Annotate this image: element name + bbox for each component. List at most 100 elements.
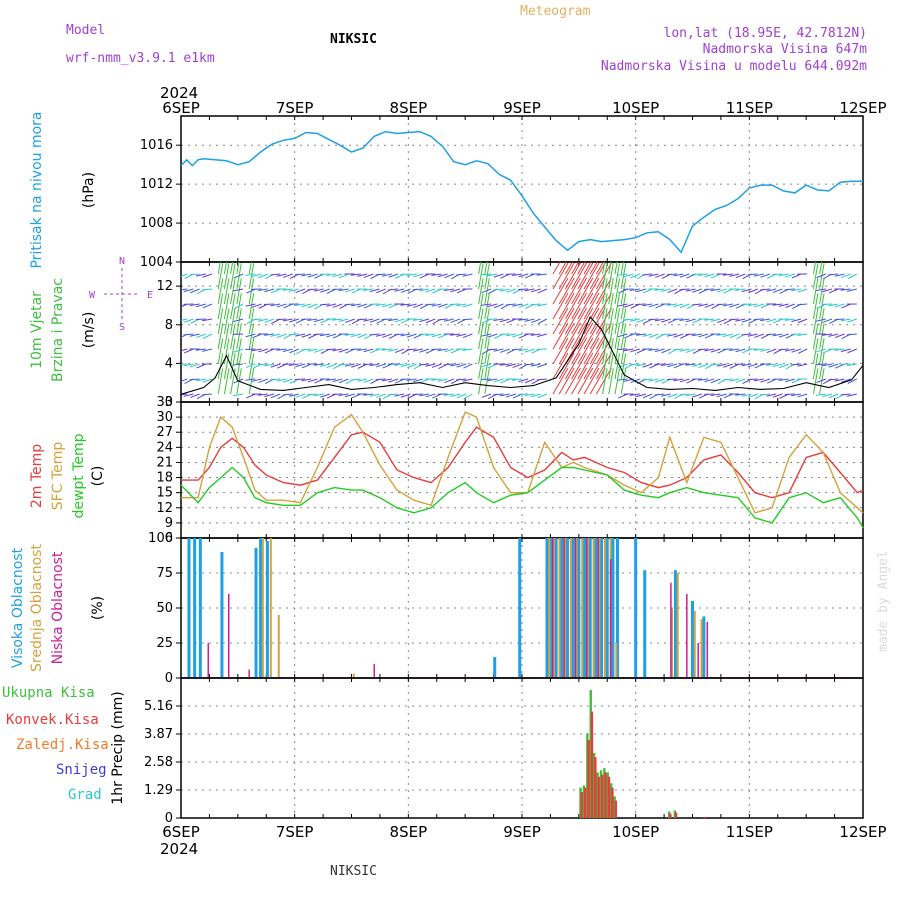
wind-arrow xyxy=(499,393,510,397)
cloud-high-bar xyxy=(673,570,677,678)
wind-arrow xyxy=(257,288,268,292)
wind-arrow xyxy=(778,333,789,338)
wind-arrow xyxy=(618,393,628,399)
wind-arrow xyxy=(350,378,361,381)
wind-arrow xyxy=(230,263,236,290)
wind-arrow xyxy=(834,318,845,321)
wind-arrow xyxy=(558,352,575,380)
wind-arrow xyxy=(419,363,430,366)
wind-arrow xyxy=(387,393,399,396)
wind-arrow xyxy=(642,393,653,399)
wind-arrow xyxy=(456,288,467,294)
wind-arrow xyxy=(577,307,594,335)
wind-arrow xyxy=(716,303,727,306)
wind-arrow xyxy=(620,262,624,275)
wind-arrow xyxy=(449,303,461,306)
cloud-high-bar xyxy=(605,538,609,678)
wind-arrow xyxy=(499,288,510,292)
wind-arrow xyxy=(375,378,386,381)
wind-arrow xyxy=(685,318,696,323)
wind-arrow xyxy=(629,288,640,292)
wind-arrow xyxy=(484,293,490,320)
wind-arrow xyxy=(217,293,224,320)
wind-arrow xyxy=(223,368,230,395)
y-tick-label: 15 xyxy=(156,486,173,501)
wind-arrow xyxy=(181,379,182,380)
wind-arrow xyxy=(251,318,262,321)
wind-arrow xyxy=(307,378,318,383)
wind-arrow xyxy=(478,262,482,275)
temp-dewpt-line xyxy=(180,466,864,529)
wind-arrow xyxy=(530,393,541,398)
wind-arrow xyxy=(577,292,594,320)
cloud-mid-bar xyxy=(615,643,618,678)
cloud-low-bar xyxy=(609,559,612,678)
wind-arrow xyxy=(500,348,510,353)
wind-arrow xyxy=(558,277,575,305)
wind-arrow xyxy=(666,273,678,276)
wind-arrow xyxy=(608,308,614,335)
wind-arrow xyxy=(437,273,448,278)
wind-arrow xyxy=(276,333,287,339)
wind-arrow xyxy=(791,288,802,292)
wind-arrow xyxy=(400,363,411,368)
wind-arrow xyxy=(760,288,771,291)
wind-arrow xyxy=(363,273,374,279)
wind-arrow xyxy=(812,323,819,350)
wind-arrow xyxy=(822,318,833,323)
wind-arrow xyxy=(264,363,275,367)
wind-arrow xyxy=(760,378,771,383)
wind-arrow xyxy=(679,378,690,383)
y-tick-label: 0 xyxy=(165,811,173,826)
wind-arrow xyxy=(223,308,230,335)
cloud-high-bar xyxy=(254,547,258,678)
wind-arrow xyxy=(589,262,606,290)
wind-arrow xyxy=(784,288,795,291)
wind-arrow xyxy=(258,348,268,353)
wind-arrow xyxy=(481,393,492,398)
wind-arrow xyxy=(400,303,411,306)
y-tick-label: 21 xyxy=(156,455,173,470)
wind-arrow xyxy=(382,303,392,308)
wind-arrow xyxy=(636,288,647,293)
wind-arrow xyxy=(233,318,244,323)
wind-arrow xyxy=(419,288,430,292)
wind-arrow xyxy=(595,337,612,365)
year-top: 2024 xyxy=(160,84,198,102)
compass-letter: N xyxy=(119,256,125,267)
wind-arrow xyxy=(841,303,851,309)
wind-arrow xyxy=(419,318,430,323)
cloud-high-bar xyxy=(265,540,269,678)
wind-arrow xyxy=(289,318,299,323)
wind-arrow xyxy=(406,273,417,277)
wind-arrow xyxy=(822,363,833,367)
wind-arrow xyxy=(270,363,281,368)
wind-arrow xyxy=(797,333,808,337)
wind-arrow xyxy=(729,378,740,382)
wind-arrow xyxy=(484,262,488,275)
wind-arrow xyxy=(735,378,746,383)
wind-arrow xyxy=(642,288,653,294)
wind-arrow xyxy=(679,273,690,278)
x-tick-top: 12SEP xyxy=(839,99,886,117)
wind-arrow xyxy=(344,393,355,398)
wind-arrow xyxy=(257,318,268,322)
wind-arrow xyxy=(394,288,405,292)
wind-arrow xyxy=(425,318,436,324)
wind-arrow xyxy=(181,273,188,277)
wind-arrow xyxy=(236,323,242,350)
wind-arrow xyxy=(760,348,771,352)
wind-arrow xyxy=(462,348,473,351)
y-tick-label: 9 xyxy=(165,516,173,531)
wind-arrow xyxy=(183,393,194,397)
wind-arrow xyxy=(766,318,777,323)
wind-arrow xyxy=(493,288,504,291)
wind-arrow xyxy=(772,333,783,337)
wind-arrow xyxy=(357,378,368,382)
wind-arrow xyxy=(667,288,678,294)
wind-arrow xyxy=(326,333,337,338)
wind-arrow xyxy=(251,303,262,308)
wind-arrow xyxy=(462,273,473,277)
wind-arrow xyxy=(480,378,492,381)
wind-arrow xyxy=(484,263,490,290)
